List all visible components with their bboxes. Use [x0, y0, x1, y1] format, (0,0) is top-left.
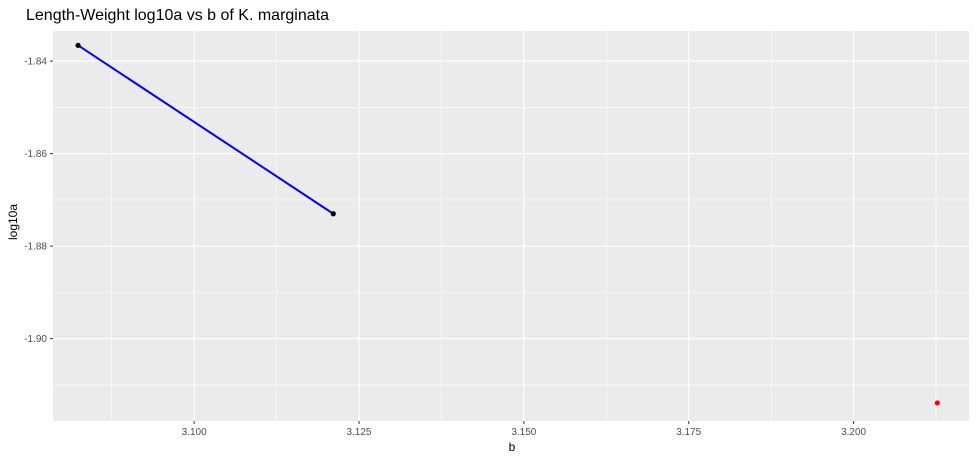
- data-point-1-0: [75, 42, 81, 48]
- x-axis-title: b: [509, 440, 516, 454]
- plot-panel: [53, 31, 969, 421]
- y-tick-label-1: -1.86: [24, 149, 47, 160]
- x-tick-label-1: 3.125: [346, 427, 371, 438]
- data-point-2-0: [934, 400, 940, 406]
- x-tick-label-3: 3.175: [676, 427, 701, 438]
- plot-area: 3.100 3.125 3.150 3.175 3.200 -1.84 -1.86 -1.88…: [24, 31, 969, 438]
- y-tick-label-0: -1.84: [24, 57, 47, 68]
- series-line-0: [77, 44, 334, 215]
- x-tick-label-2: 3.150: [511, 427, 536, 438]
- data-point-1-1: [330, 211, 336, 217]
- y-tick-label-3: -1.90: [24, 334, 47, 345]
- x-tick-label-4: 3.200: [841, 427, 866, 438]
- chart-title: Length-Weight log10a vs b of K. marginat…: [26, 7, 329, 24]
- x-tick-label-0: 3.100: [182, 427, 207, 438]
- y-tick-label-2: -1.88: [24, 242, 47, 253]
- y-axis-title: log10a: [6, 204, 20, 240]
